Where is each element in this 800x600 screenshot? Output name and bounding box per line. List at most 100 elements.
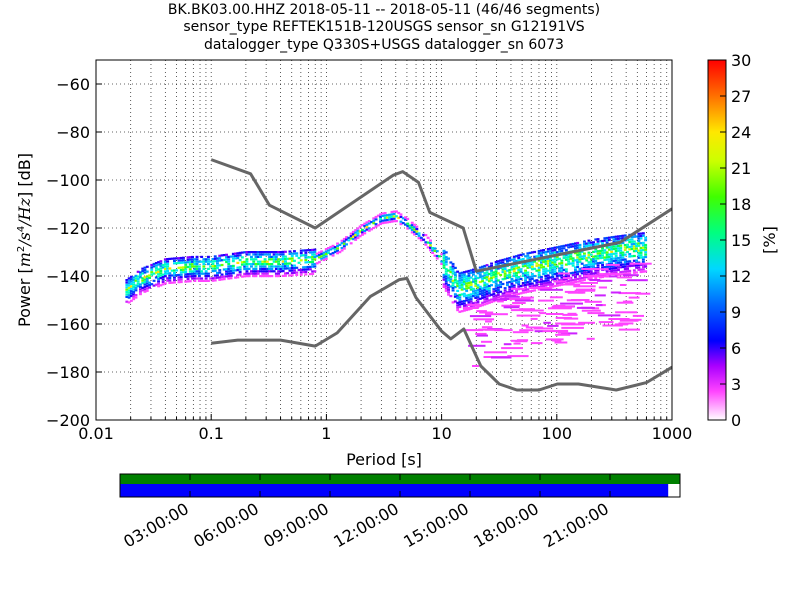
ppsd-cell	[628, 272, 632, 275]
ppsd-cell	[635, 235, 638, 238]
ppsd-cell	[478, 271, 482, 274]
ppsd-cell	[580, 255, 584, 258]
ppsd-cell	[644, 236, 648, 239]
ppsd-cell	[433, 249, 437, 252]
ppsd-cell	[508, 269, 512, 272]
ppsd-cell	[197, 272, 201, 275]
ppsd-cell	[562, 244, 566, 247]
ppsd-cell	[594, 243, 598, 246]
ppsd-cell	[524, 276, 527, 279]
ppsd-cell	[342, 242, 346, 245]
ppsd-cell	[426, 246, 430, 249]
ppsd-cell	[417, 234, 421, 237]
ppsd-cell	[410, 226, 414, 229]
ppsd-cell	[175, 269, 179, 272]
ppsd-cell	[534, 327, 554, 330]
ppsd-cell	[179, 259, 183, 262]
ppsd-cell	[576, 263, 580, 266]
x-tick-label: 10	[431, 424, 451, 443]
ppsd-cell	[546, 250, 550, 253]
ppsd-cell	[601, 239, 604, 243]
ppsd-cell	[277, 251, 281, 254]
ppsd-cell	[447, 274, 450, 277]
ppsd-cell	[442, 249, 446, 252]
ppsd-cell	[467, 284, 471, 287]
ppsd-cell	[342, 240, 346, 243]
ppsd-cell	[299, 254, 303, 257]
ppsd-cell	[490, 284, 493, 287]
ppsd-cell	[641, 244, 645, 247]
ppsd-cell	[621, 263, 625, 266]
ppsd-cell	[535, 281, 539, 284]
ppsd-cell	[610, 250, 614, 253]
ppsd-cell	[473, 318, 495, 321]
ppsd-cell	[449, 271, 453, 274]
ppsd-cell	[354, 229, 358, 232]
ppsd-cell	[173, 269, 176, 272]
ppsd-cell	[562, 256, 566, 259]
ppsd-cell	[510, 265, 514, 269]
ppsd-cell	[216, 267, 219, 270]
ppsd-cell	[583, 269, 586, 272]
ppsd-cell	[304, 268, 308, 271]
ppsd-cell	[453, 274, 457, 277]
ppsd-cell	[465, 287, 469, 290]
ppsd-cell	[404, 216, 407, 219]
ppsd-cell	[374, 218, 378, 221]
ppsd-cell	[512, 265, 516, 268]
ppsd-cell	[641, 258, 645, 261]
ppsd-cell	[247, 275, 251, 278]
ppsd-cell	[220, 259, 224, 262]
ppsd-cell	[472, 273, 475, 276]
ppsd-cell	[220, 278, 224, 281]
ppsd-cell	[139, 283, 142, 286]
ppsd-cell	[496, 267, 500, 270]
ppsd-cell	[195, 255, 199, 258]
ppsd-cell	[302, 268, 305, 271]
ppsd-cell	[594, 269, 598, 272]
ppsd-cell	[612, 257, 616, 260]
ppsd-cell	[533, 274, 537, 278]
ppsd-cell	[166, 260, 170, 263]
ppsd-cell	[313, 253, 317, 256]
ppsd-cell	[322, 258, 326, 262]
ppsd-cell	[540, 280, 543, 283]
ppsd-cell	[510, 289, 514, 293]
ppsd-cell	[560, 264, 564, 267]
ppsd-cell	[630, 245, 634, 248]
ppsd-cell	[458, 310, 462, 313]
timeline-tick-label: 21:00:00	[540, 499, 612, 551]
ppsd-cell	[462, 271, 466, 274]
ppsd-cell	[562, 313, 578, 316]
ppsd-cell	[351, 233, 355, 236]
ppsd-cell	[639, 254, 643, 257]
ppsd-cell	[231, 269, 235, 272]
ppsd-cell	[440, 262, 444, 265]
ppsd-cell	[607, 258, 611, 261]
ppsd-cell	[560, 259, 564, 262]
ppsd-cell	[145, 289, 149, 292]
ppsd-cell	[558, 262, 561, 265]
ppsd-cell	[499, 281, 503, 284]
ppsd-cell	[340, 249, 344, 252]
ppsd-cell	[125, 295, 129, 298]
ppsd-cell	[530, 282, 534, 285]
ppsd-cell	[154, 264, 158, 267]
ppsd-cell	[551, 247, 555, 250]
ppsd-cell	[499, 261, 503, 265]
ppsd-cell	[553, 251, 557, 254]
ppsd-cell	[311, 251, 315, 254]
ppsd-cell	[623, 270, 627, 273]
ppsd-cell	[163, 275, 167, 278]
ppsd-cell	[263, 251, 267, 254]
ppsd-cell	[143, 283, 147, 286]
ppsd-cell	[127, 284, 131, 287]
noise-models	[210, 158, 672, 392]
ppsd-cell	[508, 276, 512, 279]
ppsd-cell	[204, 275, 208, 278]
ppsd-cell	[195, 263, 199, 266]
ppsd-cell	[610, 236, 614, 239]
ppsd-cell	[537, 288, 541, 291]
ppsd-cell	[456, 270, 460, 273]
